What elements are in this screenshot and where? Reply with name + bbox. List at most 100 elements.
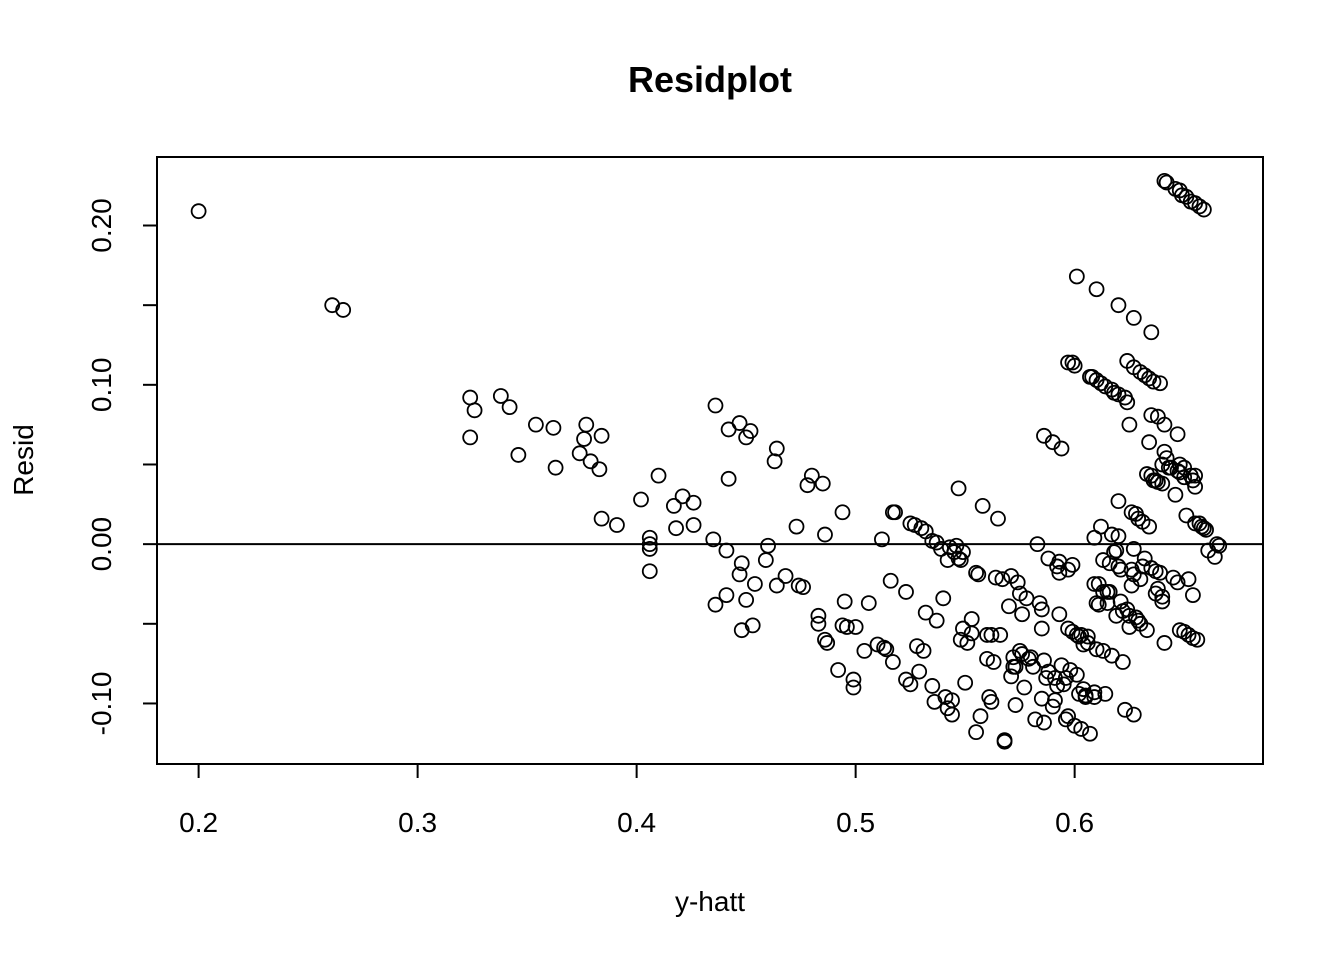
data-point	[1101, 584, 1118, 600]
data-point	[1001, 598, 1017, 615]
data-point	[1044, 698, 1061, 715]
data-point	[950, 480, 967, 497]
data-point	[1088, 641, 1105, 658]
data-point	[968, 724, 984, 741]
data-point	[911, 663, 928, 680]
data-point	[1088, 281, 1105, 298]
data-point	[860, 595, 877, 611]
data-point	[1176, 469, 1193, 486]
data-point	[1086, 684, 1103, 701]
data-point	[1027, 711, 1044, 728]
data-point	[878, 641, 895, 658]
data-point	[972, 708, 989, 725]
data-point	[1189, 631, 1206, 648]
data-point	[1198, 521, 1214, 538]
data-point	[768, 577, 785, 594]
data-point	[720, 470, 737, 487]
data-point	[190, 203, 207, 220]
data-point	[766, 453, 783, 470]
data-point	[1121, 416, 1138, 433]
data-point	[1110, 528, 1127, 545]
data-point	[1003, 668, 1020, 685]
data-point	[1014, 606, 1030, 623]
data-point	[593, 510, 610, 527]
data-point	[963, 611, 980, 627]
data-point	[335, 302, 352, 318]
x-tick-label: 0.6	[1055, 807, 1094, 838]
data-point	[814, 475, 831, 492]
data-point	[462, 429, 479, 446]
data-point	[1158, 450, 1175, 467]
data-point	[968, 564, 984, 581]
data-point	[996, 733, 1013, 750]
data-point	[884, 654, 901, 670]
chart-title: Residplot	[628, 59, 792, 100]
data-point	[959, 635, 976, 651]
data-point	[685, 517, 702, 533]
data-point	[668, 520, 684, 537]
data-point	[501, 399, 518, 416]
data-point	[705, 531, 722, 548]
data-point	[902, 676, 919, 693]
data-point	[1154, 588, 1171, 605]
data-point	[768, 440, 785, 457]
data-point	[876, 639, 893, 656]
data-point	[992, 627, 1009, 643]
data-point	[817, 526, 833, 543]
data-point	[1156, 443, 1173, 460]
data-point	[1169, 574, 1186, 591]
data-point	[650, 467, 667, 484]
data-point	[738, 592, 755, 608]
data-point	[917, 523, 934, 540]
data-point	[874, 531, 890, 548]
data-point	[593, 427, 610, 444]
data-point	[744, 617, 761, 634]
data-point	[1040, 550, 1057, 567]
data-point	[845, 679, 862, 696]
data-point	[1075, 681, 1092, 698]
x-axis-label: y-hatt	[675, 886, 745, 917]
data-point	[1139, 622, 1155, 639]
data-point	[1130, 510, 1147, 527]
data-point	[1187, 478, 1204, 495]
data-point	[1086, 689, 1103, 705]
data-point	[685, 494, 702, 511]
data-point	[935, 590, 952, 607]
data-point	[1114, 654, 1131, 670]
data-point	[803, 467, 820, 484]
data-point	[887, 504, 903, 521]
x-tick-label: 0.2	[179, 807, 218, 838]
data-point	[963, 625, 980, 642]
x-tick-label: 0.4	[617, 807, 656, 838]
y-tick-label: -0.10	[86, 672, 117, 736]
data-point	[836, 593, 853, 610]
data-point	[1093, 518, 1109, 535]
x-tick-label: 0.5	[836, 807, 875, 838]
plot-frame	[156, 156, 1264, 765]
data-point	[1060, 561, 1076, 578]
data-point	[970, 566, 987, 583]
data-point	[1090, 576, 1107, 592]
data-point	[545, 419, 562, 436]
data-point	[1185, 587, 1201, 604]
data-point	[547, 459, 564, 476]
data-point	[1167, 486, 1184, 503]
data-point	[845, 671, 862, 688]
data-point	[1191, 198, 1208, 215]
data-point	[847, 619, 864, 635]
data-point	[1055, 676, 1072, 693]
data-point	[924, 678, 941, 694]
data-point	[1097, 686, 1114, 702]
data-point	[641, 529, 658, 546]
data-point	[1110, 297, 1127, 314]
x-axis: 0.2 0.3 0.4 0.5 0.6	[179, 763, 1094, 838]
data-point	[1057, 670, 1074, 686]
data-point	[810, 615, 827, 632]
data-point	[731, 566, 748, 583]
data-point	[915, 642, 932, 659]
data-point	[834, 504, 851, 521]
data-point	[1156, 172, 1173, 189]
data-point	[1169, 426, 1186, 443]
data-point	[1211, 537, 1228, 554]
y-axis-label: Resid	[8, 424, 39, 496]
